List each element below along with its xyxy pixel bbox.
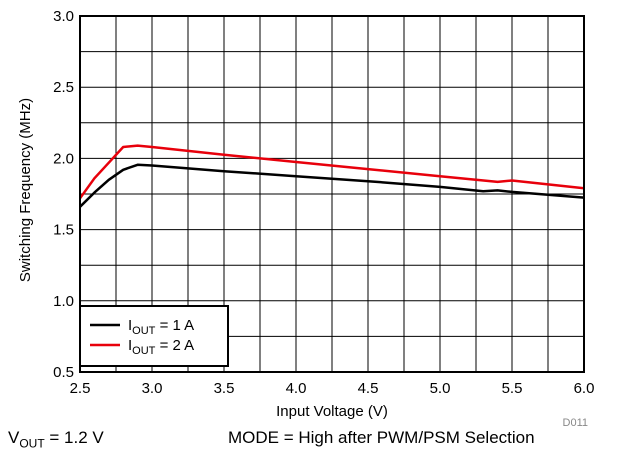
y-tick-label: 0.5 bbox=[53, 364, 74, 381]
y-axis-label: Switching Frequency (MHz) bbox=[17, 98, 34, 282]
x-tick-label: 6.0 bbox=[574, 380, 595, 397]
tick-labels: 2.5 3.0 3.5 4.0 4.5 5.0 5.5 6.0 0.5 1.0 1.5 2.0 2.5 3… bbox=[53, 8, 594, 397]
legend-label-1: IOUT = 1 A bbox=[128, 317, 194, 337]
x-tick-label: 3.5 bbox=[214, 380, 235, 397]
series-line-1 bbox=[79, 163, 585, 208]
x-axis-label: Input Voltage (V) bbox=[276, 403, 388, 420]
condition-vout: VOUT = 1.2 V bbox=[8, 428, 104, 451]
y-tick-label: 2.5 bbox=[53, 79, 74, 96]
legend-box bbox=[79, 305, 229, 367]
legend-label-2: IOUT = 2 A bbox=[128, 337, 194, 357]
y-tick-label: 3.0 bbox=[53, 8, 74, 25]
x-tick-label: 5.0 bbox=[430, 380, 451, 397]
x-tick-label: 3.0 bbox=[142, 380, 163, 397]
y-tick-label: 2.0 bbox=[53, 150, 74, 167]
condition-mode: MODE = High after PWM/PSM Selection bbox=[228, 428, 535, 447]
x-tick-label: 2.5 bbox=[70, 380, 91, 397]
plot-frame bbox=[79, 15, 585, 373]
series-line-2 bbox=[78, 144, 585, 200]
x-tick-label: 4.5 bbox=[358, 380, 379, 397]
series-lines bbox=[78, 144, 585, 208]
figure-id: D011 bbox=[563, 417, 588, 429]
x-tick-label: 4.0 bbox=[286, 380, 307, 397]
y-tick-label: 1.0 bbox=[53, 293, 74, 310]
x-tick-label: 5.5 bbox=[502, 380, 523, 397]
y-tick-label: 1.5 bbox=[53, 222, 74, 239]
